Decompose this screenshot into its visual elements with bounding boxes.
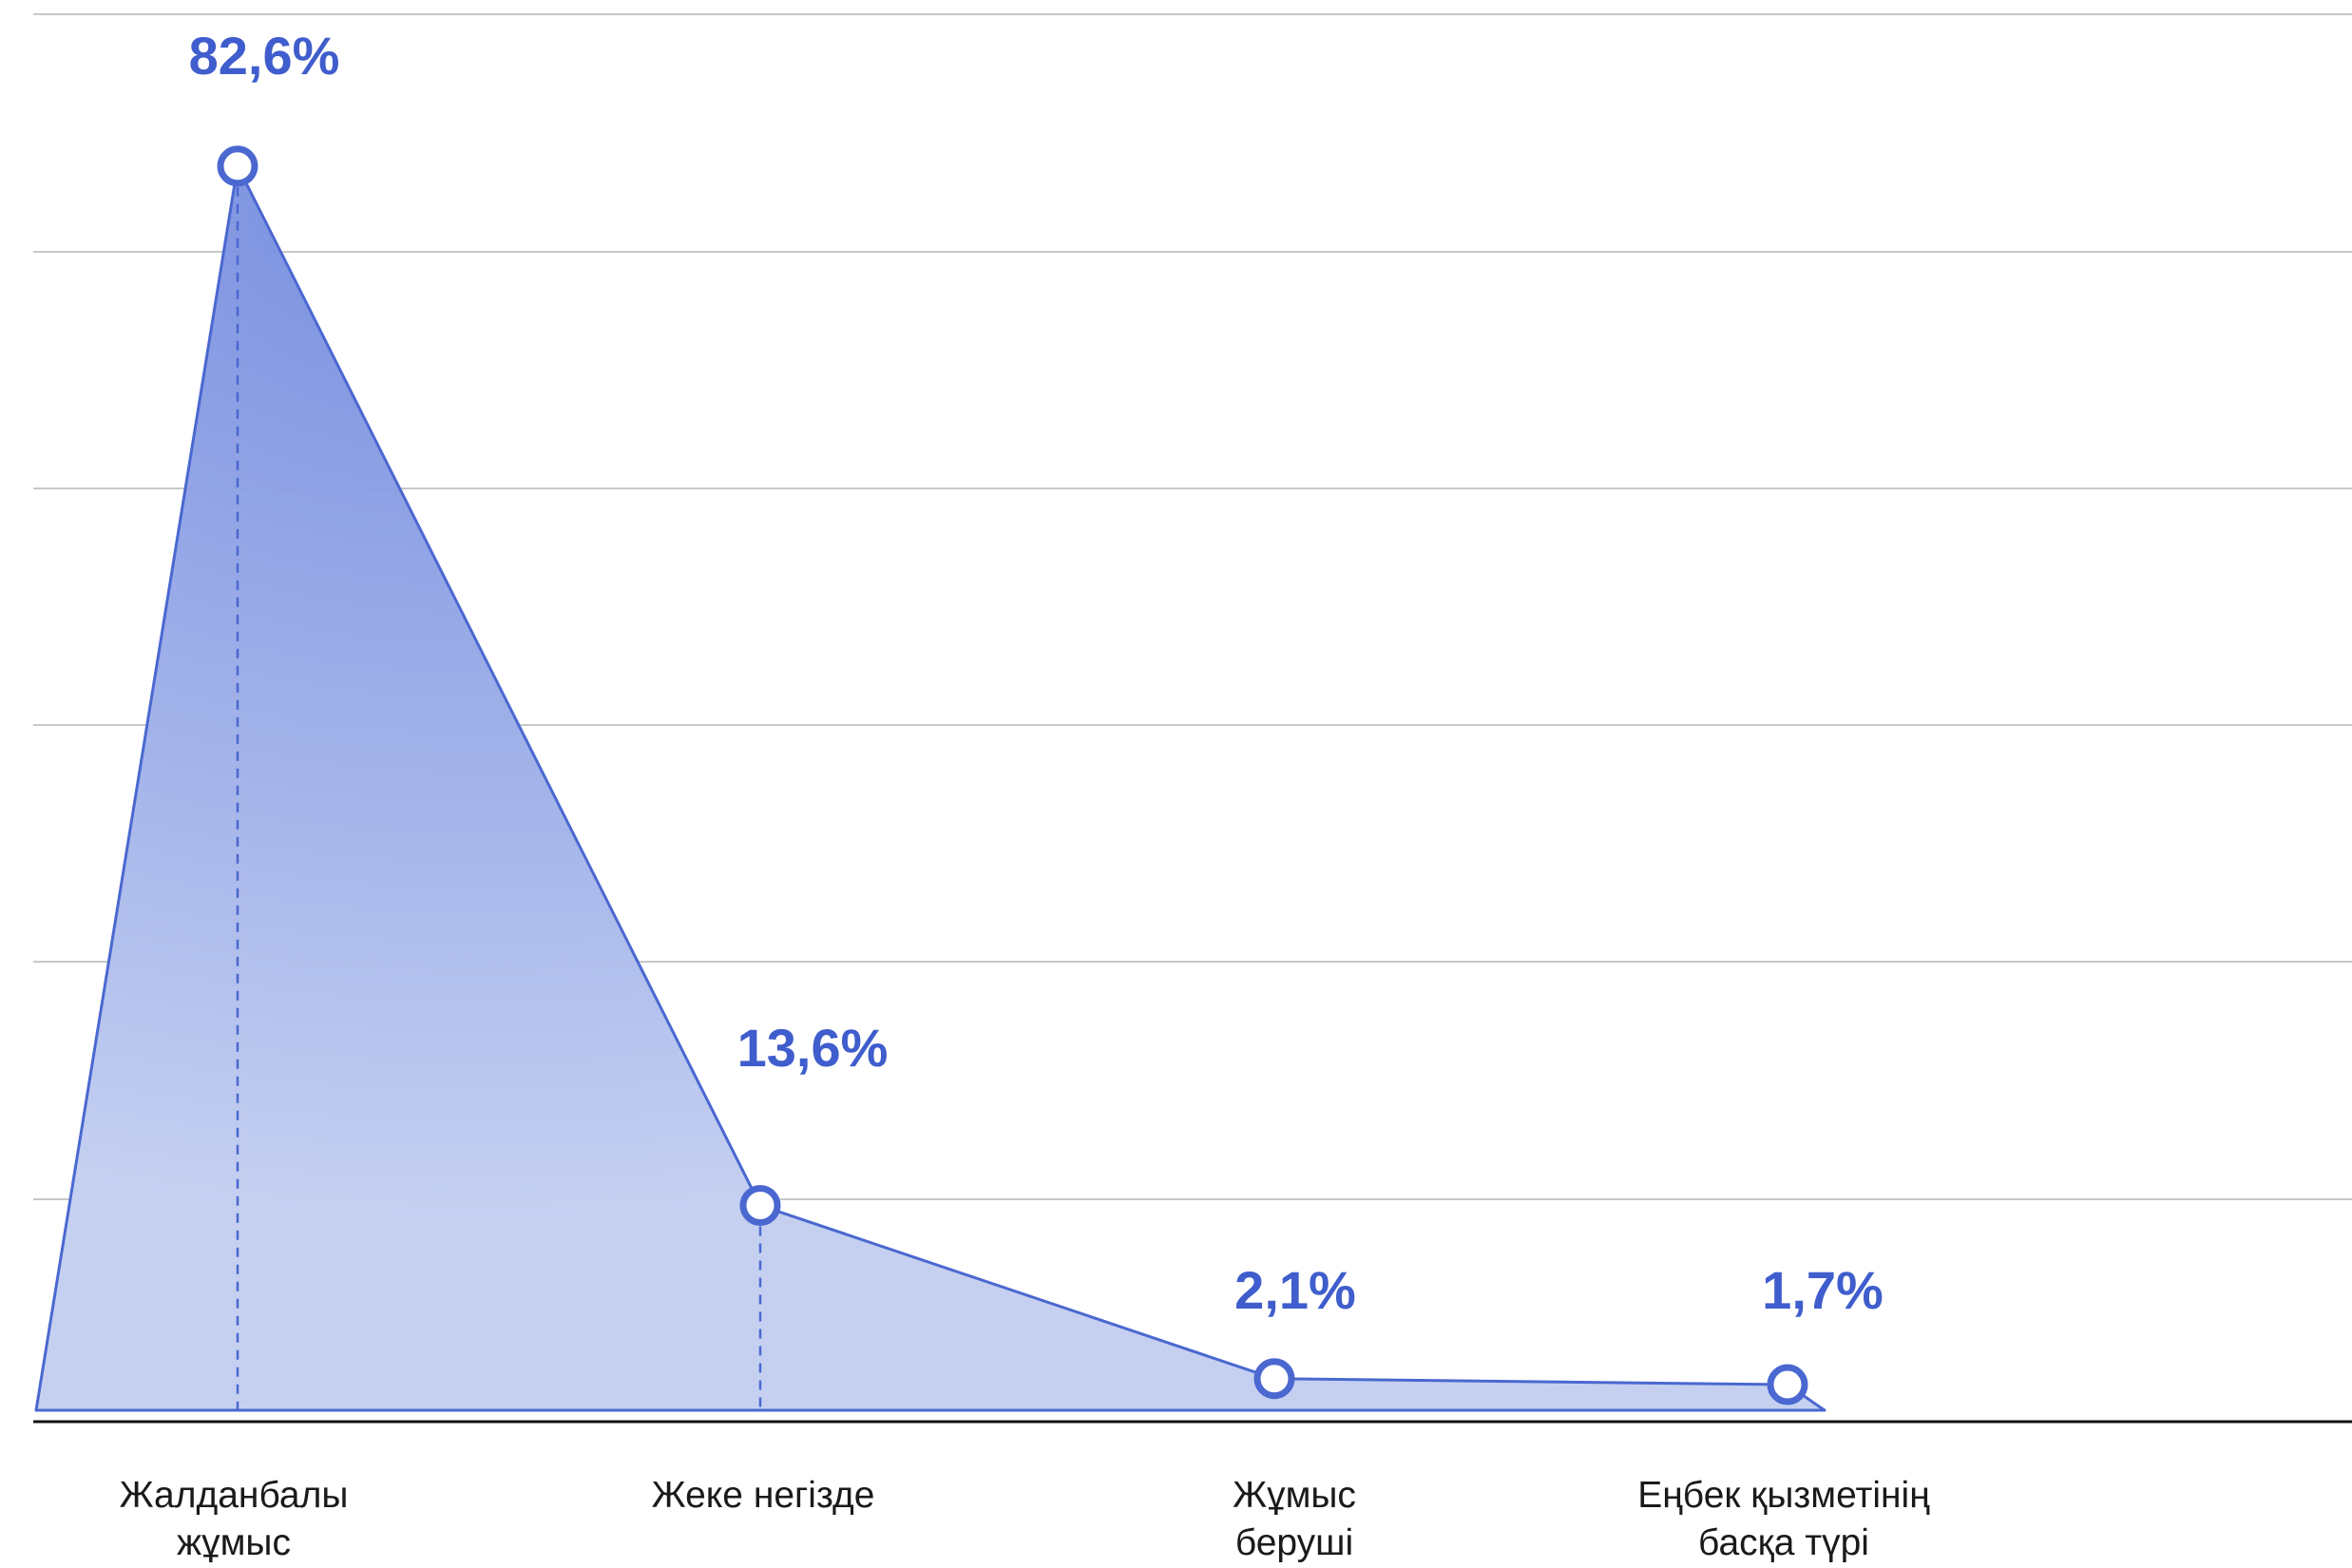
data-labels: 82,6% 13,6% 2,1% 1,7% (189, 26, 1884, 1320)
x-tick-label-line: Жұмыс (1233, 1475, 1356, 1516)
x-tick-label-line: Жалданбалы (120, 1475, 349, 1516)
x-tick-label-line: Еңбек қызметінің (1637, 1475, 1930, 1516)
point-markers (217, 145, 1808, 1405)
x-tick-label-line: басқа түрі (1698, 1522, 1869, 1563)
data-label: 1,7% (1762, 1260, 1884, 1320)
point-marker (1767, 1364, 1808, 1405)
x-tick-label-line: беруші (1235, 1522, 1353, 1563)
area-series (34, 164, 1826, 1412)
x-tick-label: Жұмыс беруші (1233, 1475, 1356, 1563)
data-label: 13,6% (737, 1018, 889, 1078)
x-tick-label: Еңбек қызметінің басқа түрі (1637, 1475, 1930, 1563)
point-marker (1253, 1358, 1295, 1400)
area-fill (34, 164, 1826, 1412)
x-tick-label: Жеке негізде (652, 1475, 875, 1516)
point-marker (739, 1184, 781, 1226)
data-label: 82,6% (189, 26, 340, 86)
x-tick-label: Жалданбалы жұмыс (120, 1475, 349, 1563)
x-tick-labels: Жалданбалы жұмыс Жеке негізде Жұмыс беруші Ең… (120, 1475, 1931, 1563)
x-tick-label-line: жұмыс (177, 1522, 291, 1563)
data-label: 2,1% (1234, 1260, 1356, 1320)
point-marker (217, 145, 258, 187)
x-tick-label-line: Жеке негізде (652, 1475, 875, 1516)
